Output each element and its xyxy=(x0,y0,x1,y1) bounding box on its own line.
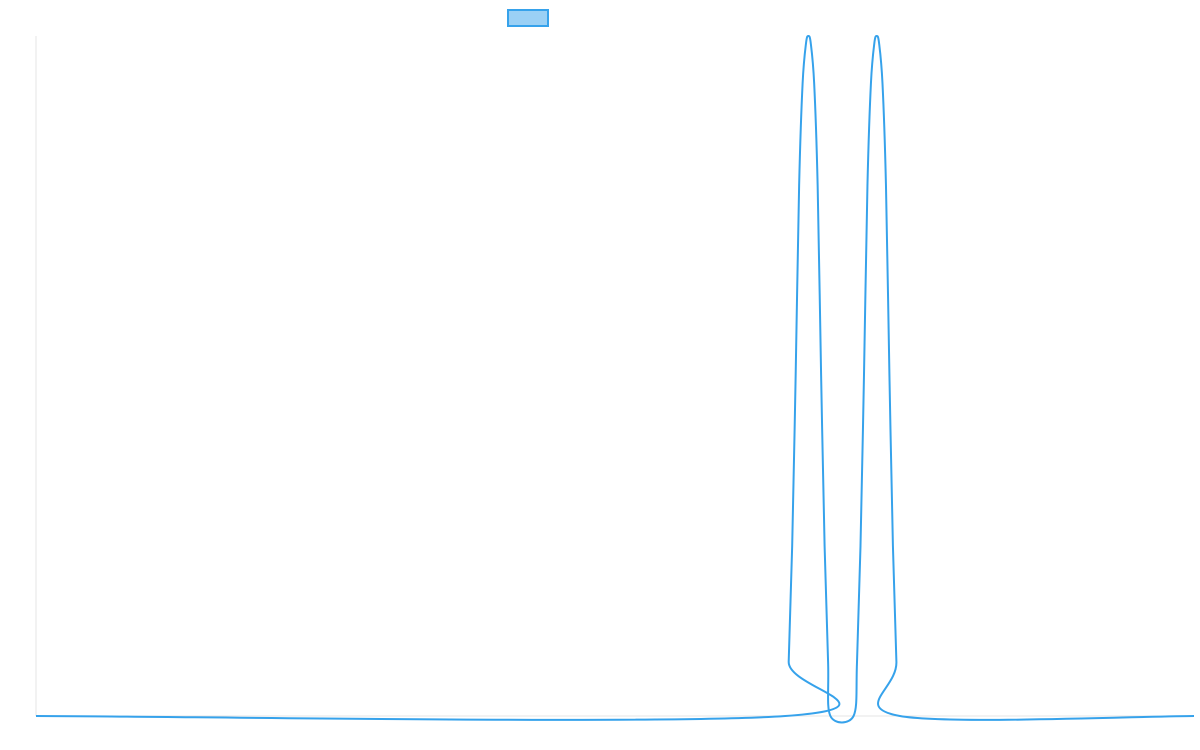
axes-layer xyxy=(35,36,1194,717)
legend-swatch[interactable] xyxy=(507,9,549,27)
legend-item-0[interactable] xyxy=(507,9,549,27)
legend[interactable] xyxy=(507,9,549,27)
series-layer xyxy=(35,34,1195,724)
series-line-0 xyxy=(35,34,1195,724)
